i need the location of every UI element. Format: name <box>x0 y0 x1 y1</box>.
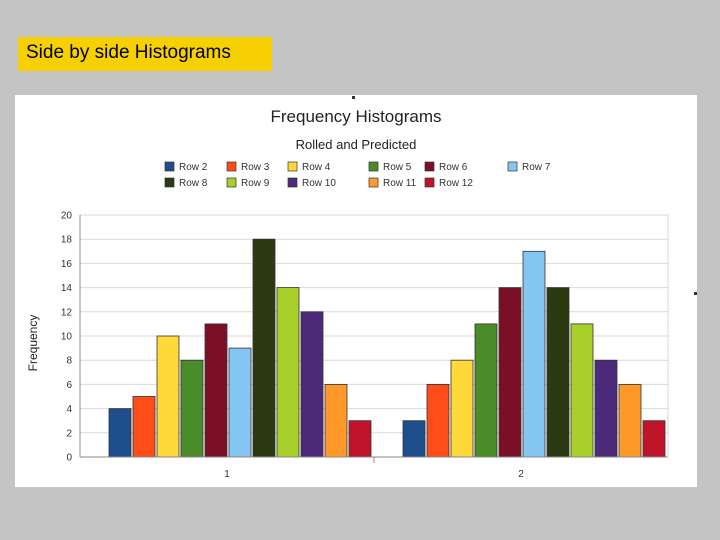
bars <box>108 238 666 458</box>
legend-label: Row 4 <box>302 162 331 173</box>
legend-swatch <box>164 177 175 188</box>
legend-swatch <box>226 177 237 188</box>
bar <box>252 238 276 458</box>
bar <box>402 420 426 458</box>
legend-label: Row 3 <box>241 162 270 173</box>
bar <box>546 287 570 458</box>
y-tick-label: 8 <box>66 356 72 367</box>
legend-swatch <box>287 161 298 172</box>
bar <box>594 359 618 458</box>
bar <box>132 396 156 458</box>
bar <box>450 359 474 458</box>
y-axis-label: Frequency <box>26 315 40 372</box>
chart-subtitle: Rolled and Predicted <box>296 137 417 152</box>
y-tick-label: 18 <box>61 235 73 246</box>
y-axis-ticks: 0 2 4 6 8 10 12 14 16 18 20 <box>61 211 73 464</box>
x-tick-label: 2 <box>518 469 524 480</box>
legend-label: Row 10 <box>302 178 336 189</box>
decoration-dot <box>694 292 697 295</box>
legend-label: Row 11 <box>383 178 417 189</box>
y-tick-label: 6 <box>66 380 72 391</box>
legend-swatch <box>424 161 435 172</box>
legend-label: Row 12 <box>439 178 473 189</box>
bar <box>204 323 228 458</box>
legend: Row 2 Row 3 Row 4 Row 5 Row 6 Row 7 Row 8 Row 9… <box>164 161 551 189</box>
x-tick-label: 1 <box>224 469 230 480</box>
legend-label: Row 8 <box>179 178 208 189</box>
y-tick-label: 20 <box>61 211 73 222</box>
bar <box>522 250 546 458</box>
bar <box>228 347 252 458</box>
bar <box>348 420 372 458</box>
legend-label: Row 2 <box>179 162 208 173</box>
chart-panel: Frequency Histograms Rolled and Predicte… <box>15 95 697 487</box>
legend-label: Row 7 <box>522 162 551 173</box>
decoration-dot <box>352 96 355 99</box>
y-tick-label: 12 <box>61 307 73 318</box>
frequency-histogram-chart: Frequency Histograms Rolled and Predicte… <box>26 107 669 480</box>
bar <box>156 335 180 458</box>
legend-label: Row 5 <box>383 162 412 173</box>
legend-label: Row 9 <box>241 178 270 189</box>
y-tick-label: 0 <box>66 453 72 464</box>
slide-title: Side by side Histograms <box>18 37 272 71</box>
chart-title: Frequency Histograms <box>270 107 441 126</box>
y-tick-label: 16 <box>61 259 73 270</box>
y-tick-label: 4 <box>66 404 72 415</box>
legend-swatch <box>368 177 379 188</box>
bar <box>570 323 594 458</box>
bar <box>498 287 522 458</box>
bar <box>276 287 300 458</box>
bar <box>324 383 348 458</box>
legend-swatch <box>287 177 298 188</box>
bar <box>618 383 642 458</box>
y-tick-label: 10 <box>61 332 73 343</box>
legend-swatch <box>226 161 237 172</box>
axes <box>79 215 669 463</box>
y-tick-label: 14 <box>61 283 73 294</box>
legend-swatch <box>164 161 175 172</box>
bar <box>108 408 132 458</box>
legend-swatch <box>507 161 518 172</box>
legend-label: Row 6 <box>439 162 468 173</box>
bar <box>426 383 450 458</box>
bar <box>642 420 666 458</box>
bar <box>474 323 498 458</box>
legend-swatch <box>368 161 379 172</box>
y-tick-label: 2 <box>66 428 72 439</box>
bar <box>300 311 324 458</box>
legend-swatch <box>424 177 435 188</box>
bar <box>180 359 204 458</box>
